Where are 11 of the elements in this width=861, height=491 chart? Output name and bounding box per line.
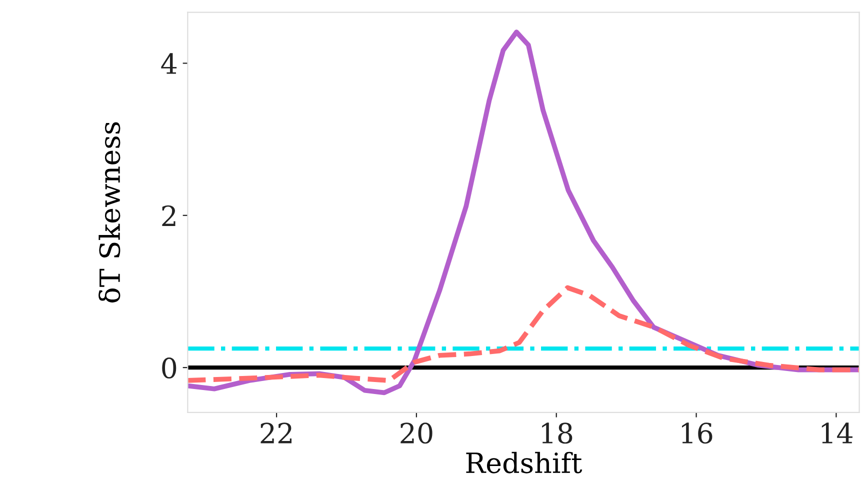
x-tick-label: 14 — [822, 422, 852, 444]
x-tick-label: 16 — [682, 422, 712, 444]
x-tick-label: 18 — [542, 422, 572, 444]
x-tick-label: 20 — [400, 422, 432, 444]
line-series — [188, 285, 860, 383]
y-tick-label: 4 — [161, 53, 177, 74]
x-tick-label: 22 — [260, 422, 292, 444]
y-tick-label: 2 — [162, 205, 176, 226]
y-tick-label: 0 — [162, 357, 176, 379]
x-axis-title: Redshift — [466, 452, 582, 474]
y-axis-title: δT Skewness — [98, 122, 120, 302]
